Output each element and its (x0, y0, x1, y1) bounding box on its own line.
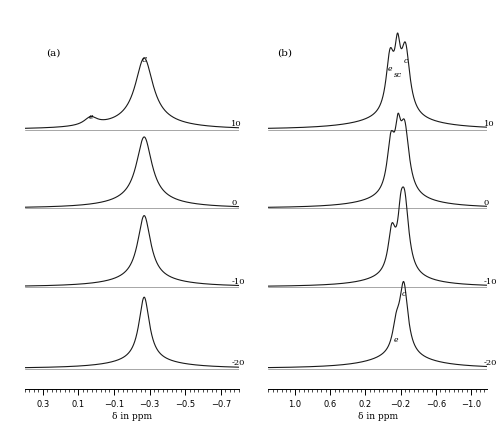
Text: c: c (404, 57, 408, 65)
X-axis label: δ in ppm: δ in ppm (112, 412, 152, 421)
Text: sc: sc (394, 71, 402, 79)
Text: -20: -20 (232, 359, 245, 367)
Text: c: c (142, 55, 147, 64)
Text: (b): (b) (277, 48, 292, 57)
Text: 0: 0 (232, 199, 237, 207)
Text: 10: 10 (484, 120, 494, 128)
X-axis label: δ in ppm: δ in ppm (358, 412, 398, 421)
Text: e: e (394, 336, 399, 344)
Text: c: c (402, 290, 406, 298)
Text: -10: -10 (232, 277, 245, 285)
Text: e: e (88, 113, 93, 121)
Text: -20: -20 (484, 359, 497, 367)
Text: 10: 10 (232, 120, 242, 128)
Text: 0: 0 (484, 199, 489, 207)
Text: -10: -10 (484, 277, 497, 285)
Text: e: e (388, 66, 392, 73)
Text: (a): (a) (46, 48, 61, 57)
